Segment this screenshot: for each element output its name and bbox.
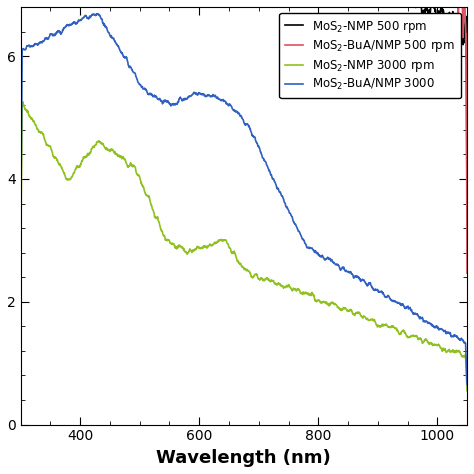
MoS$_2$-BuA/NMP 3000: [464, 382, 470, 387]
MoS$_2$-NMP 3000 rpm: [208, 241, 213, 247]
Line: MoS$_2$-NMP 500 rpm: MoS$_2$-NMP 500 rpm: [21, 0, 467, 219]
MoS$_2$-BuA/NMP 3000: [208, 94, 213, 100]
MoS$_2$-NMP 3000 rpm: [53, 155, 58, 161]
MoS$_2$-NMP 3000 rpm: [18, 260, 24, 265]
MoS$_2$-BuA/NMP 3000: [217, 96, 222, 102]
MoS$_2$-NMP 3000 rpm: [71, 170, 76, 176]
Legend: MoS$_2$-NMP 500 rpm, MoS$_2$-BuA/NMP 500 rpm, MoS$_2$-NMP 3000 rpm, MoS$_2$-BuA/: MoS$_2$-NMP 500 rpm, MoS$_2$-BuA/NMP 500…: [279, 13, 461, 99]
MoS$_2$-NMP 3000 rpm: [217, 237, 222, 243]
MoS$_2$-BuA/NMP 3000: [225, 102, 230, 108]
MoS$_2$-NMP 500 rpm: [464, 216, 470, 221]
MoS$_2$-NMP 500 rpm: [18, 114, 24, 120]
MoS$_2$-BuA/NMP 500 rpm: [464, 270, 470, 276]
Line: MoS$_2$-BuA/NMP 500 rpm: MoS$_2$-BuA/NMP 500 rpm: [21, 0, 467, 273]
MoS$_2$-BuA/NMP 3000: [272, 179, 278, 185]
Line: MoS$_2$-BuA/NMP 3000: MoS$_2$-BuA/NMP 3000: [21, 14, 467, 384]
X-axis label: Wavelength (nm): Wavelength (nm): [156, 449, 331, 467]
MoS$_2$-NMP 3000 rpm: [20, 99, 26, 105]
MoS$_2$-BuA/NMP 3000: [18, 236, 24, 242]
MoS$_2$-NMP 3000 rpm: [464, 388, 470, 394]
MoS$_2$-BuA/NMP 3000: [53, 32, 58, 38]
MoS$_2$-BuA/NMP 3000: [95, 11, 100, 17]
MoS$_2$-BuA/NMP 3000: [71, 20, 76, 26]
MoS$_2$-NMP 3000 rpm: [272, 281, 278, 286]
Line: MoS$_2$-NMP 3000 rpm: MoS$_2$-NMP 3000 rpm: [21, 102, 467, 391]
MoS$_2$-NMP 3000 rpm: [225, 241, 230, 246]
